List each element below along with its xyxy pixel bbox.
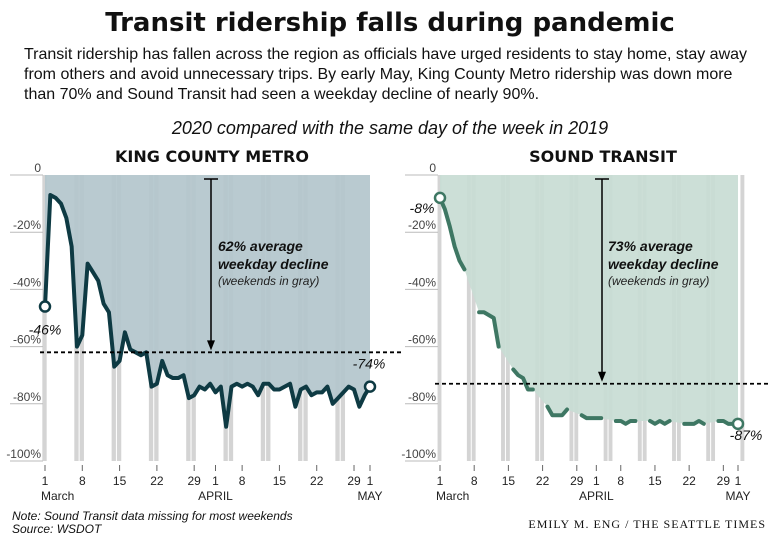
kcm-x-tick-label: 1 [367, 474, 374, 488]
st-annotation-line: weekday decline [608, 256, 719, 272]
kcm-x-tick-label: 8 [79, 474, 86, 488]
kcm-x-tick-label: 22 [310, 474, 324, 488]
st-x-tick-label: 29 [717, 474, 731, 488]
st-month-label: March [436, 489, 469, 503]
kcm-series-line [43, 193, 372, 429]
kcm-chart-title: KING COUNTY METRO [115, 147, 309, 166]
footnote-source: Source: WSDOT [12, 522, 102, 536]
kcm-annotation-line: 62% average [218, 238, 303, 254]
kcm-month-label: MAY [357, 489, 382, 503]
st-x-tick-label: 1 [437, 474, 444, 488]
st-x-tick-label: 29 [570, 474, 584, 488]
st-start-label: -8% [410, 200, 435, 216]
kcm-x-tick-label: 1 [212, 474, 219, 488]
kcm-x-tick-label: 15 [113, 474, 127, 488]
kcm-annotation-line: weekday decline [218, 256, 329, 272]
st-series-line [477, 310, 501, 349]
st-series-line [438, 195, 467, 272]
page-title: Transit ridership falls during pandemic [105, 8, 675, 38]
st-annotation-sub: (weekends in gray) [608, 274, 709, 288]
st-weekend-bar [466, 175, 471, 461]
kcm-x-tick-label: 29 [188, 474, 202, 488]
page-subtitle: Transit ridership has fallen across the … [24, 46, 748, 103]
kcm-month-label: March [41, 489, 74, 503]
st-endpoint-marker [433, 191, 447, 205]
st-decline-area [440, 175, 738, 424]
kcm-chart: KING COUNTY METRO0-20%-40%-60%-80%-100%1… [6, 147, 402, 503]
st-x-tick-label: 15 [648, 474, 662, 488]
kcm-start-label: -46% [29, 322, 62, 338]
kcm-endpoint-marker [363, 380, 377, 393]
st-y-tick-label: -60% [408, 333, 436, 347]
st-y-tick-label: -80% [408, 390, 436, 404]
st-x-tick-label: 1 [735, 474, 742, 488]
comparison-label: 2020 compared with the same day of the w… [171, 118, 609, 138]
st-x-tick-label: 22 [682, 474, 696, 488]
st-y-tick-label: 0 [429, 161, 436, 175]
kcm-y-tick-label: 0 [34, 161, 41, 175]
st-series-line [613, 418, 638, 426]
kcm-decline-area [45, 175, 370, 427]
kcm-arrow-head [207, 340, 215, 351]
st-end-label: -87% [730, 427, 763, 443]
st-x-tick-label: 8 [617, 474, 624, 488]
kcm-y-tick-label: -80% [13, 390, 41, 404]
st-series-line [579, 413, 604, 421]
st-month-label: MAY [725, 489, 750, 503]
kcm-y-tick-label: -60% [13, 333, 41, 347]
st-weekend-bar [740, 175, 745, 461]
kcm-x-tick-label: 29 [347, 474, 361, 488]
st-x-tick-label: 22 [536, 474, 550, 488]
st-y-tick-label: -100% [401, 447, 436, 461]
st-chart-title: SOUND TRANSIT [529, 147, 677, 166]
st-series-line [648, 418, 672, 426]
kcm-month-label: APRIL [198, 489, 233, 503]
kcm-x-tick-label: 8 [239, 474, 246, 488]
kcm-y-tick-label: -20% [13, 218, 41, 232]
st-weekend-bar [471, 175, 476, 461]
st-arrow-head [598, 371, 606, 382]
footnote: Note: Sound Transit data missing for mos… [12, 510, 293, 536]
st-endpoint-marker [731, 417, 745, 431]
kcm-x-tick-label: 22 [150, 474, 164, 488]
st-series-line [511, 367, 535, 392]
kcm-x-tick-label: 1 [42, 474, 49, 488]
kcm-annotation-sub: (weekends in gray) [218, 274, 319, 288]
st-y-tick-label: -40% [408, 275, 436, 289]
kcm-x-tick-label: 15 [273, 474, 287, 488]
kcm-y-tick-label: -40% [13, 275, 41, 289]
st-annotation-line: 73% average [608, 238, 693, 254]
st-month-label: APRIL [579, 489, 614, 503]
st-x-tick-label: 15 [502, 474, 516, 488]
st-series-line [682, 418, 706, 426]
st-y-tick-label: -20% [408, 218, 436, 232]
credit-line: EMILY M. ENG / THE SEATTLE TIMES [528, 517, 766, 531]
st-x-tick-label: 1 [593, 474, 600, 488]
kcm-y-tick-label: -100% [6, 447, 41, 461]
kcm-endpoint-marker [38, 300, 52, 313]
kcm-weekend-bar [42, 175, 47, 461]
st-series-line [545, 404, 570, 418]
kcm-end-label: -74% [353, 356, 386, 372]
st-x-tick-label: 8 [471, 474, 478, 488]
footnote-note: Note: Sound Transit data missing for mos… [12, 509, 293, 523]
st-weekend-bar [437, 175, 442, 461]
